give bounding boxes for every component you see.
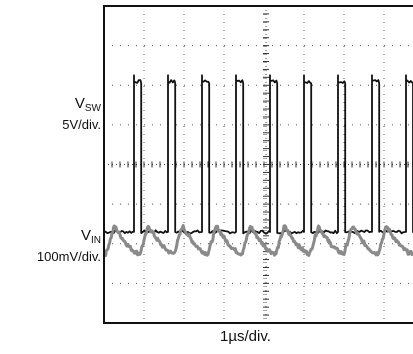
vin-subscript: IN [91,235,101,246]
vin-scale: 100mV/div. [36,249,101,264]
vsw-symbol: V [74,95,85,112]
vsw-subscript: SW [84,103,101,114]
trace-v-sw [103,74,413,235]
vin-channel-label: VIN 100mV/div. [37,228,101,265]
time-scale-label: 1µs/div. [220,328,271,345]
vsw-channel-label: VSW 5V/div. [62,96,101,133]
vsw-scale: 5V/div. [62,117,101,132]
vin-symbol: V [80,227,91,244]
plot-frame [103,5,413,324]
trace-v-in [102,224,413,257]
